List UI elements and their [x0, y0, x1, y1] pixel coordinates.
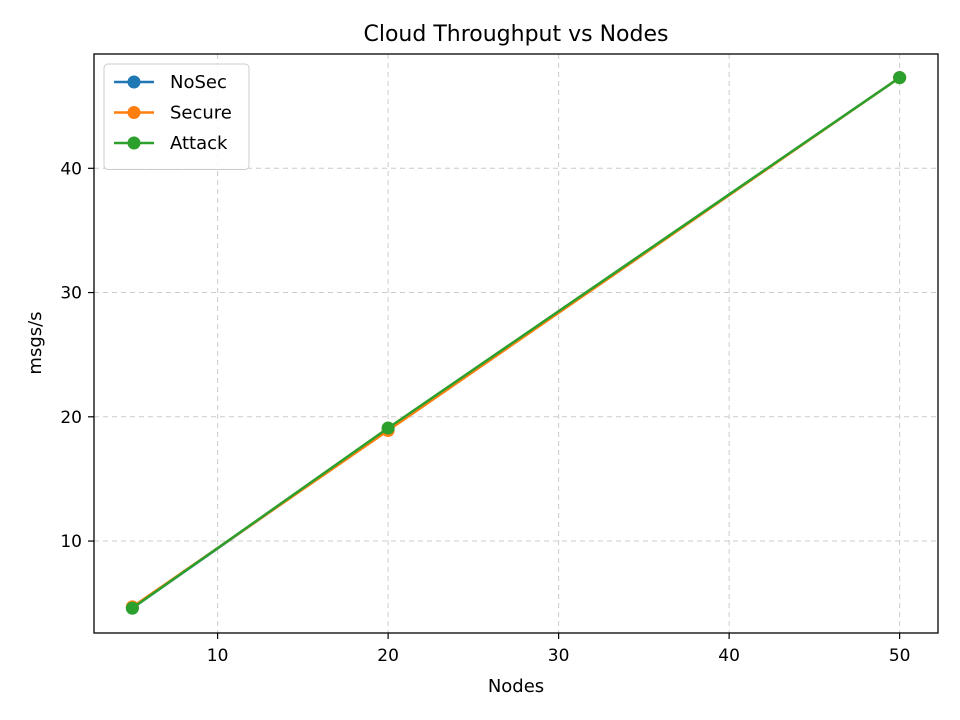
legend-marker	[127, 75, 141, 89]
chart-title: Cloud Throughput vs Nodes	[364, 22, 669, 47]
series-attack	[125, 71, 907, 615]
data-point	[381, 421, 395, 435]
x-tick-label: 10	[207, 646, 229, 666]
legend-item: NoSec	[114, 72, 227, 93]
legend-item: Secure	[114, 103, 232, 124]
y-tick-label: 10	[60, 532, 82, 552]
legend-marker	[127, 106, 141, 119]
legend-marker	[127, 136, 141, 150]
legend-label: Secure	[170, 103, 232, 124]
y-tick-label: 40	[60, 159, 82, 179]
y-axis-label: msgs/s	[25, 311, 46, 374]
x-tick-label: 20	[377, 646, 399, 666]
x-tick-label: 40	[718, 646, 740, 666]
data-point	[125, 601, 139, 615]
grid	[94, 54, 938, 633]
axis-ticks: 10 20 30 40 50 10 20 30 40	[60, 159, 910, 666]
plot-series	[125, 71, 907, 615]
plot-frame	[93, 53, 939, 634]
x-tick-label: 30	[548, 646, 570, 666]
y-tick-label: 20	[60, 408, 82, 428]
legend-label: NoSec	[170, 72, 227, 93]
legend: NoSec Secure Attack	[103, 63, 250, 170]
data-point	[893, 71, 907, 85]
legend-label: Attack	[170, 133, 228, 154]
x-tick-label: 50	[889, 646, 911, 666]
x-axis-label: Nodes	[488, 676, 544, 697]
y-tick-label: 30	[60, 284, 82, 304]
legend-item: Attack	[114, 133, 228, 154]
